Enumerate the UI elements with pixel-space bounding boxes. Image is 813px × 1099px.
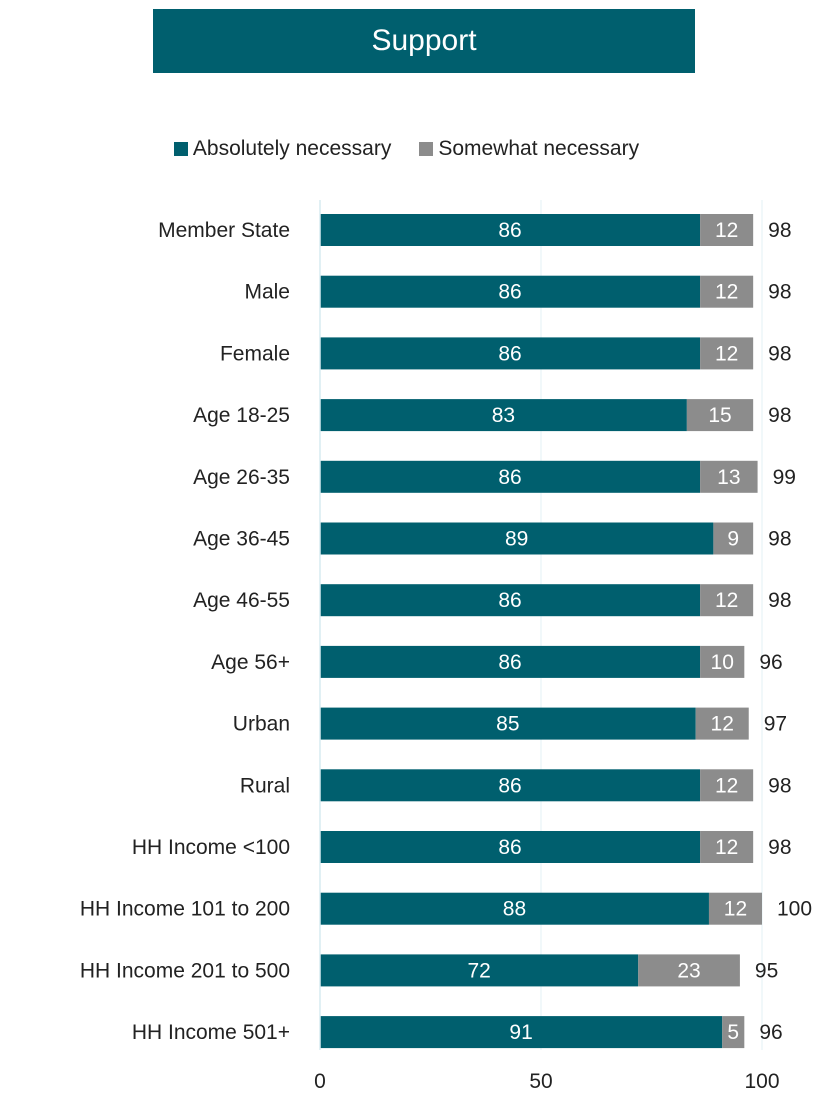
bar-somewhat-necessary — [708, 892, 762, 925]
bar-absolutely-necessary — [320, 645, 701, 678]
bar-somewhat-necessary — [700, 460, 758, 493]
legend-label-absolutely: Absolutely necessary — [192, 137, 392, 160]
bar-somewhat-necessary — [700, 769, 754, 802]
category-label: Male — [244, 281, 290, 304]
total-label: 98 — [768, 589, 791, 612]
data-label-somewhat: 5 — [727, 1021, 739, 1044]
bar-absolutely-necessary — [320, 831, 701, 863]
data-label-absolutely: 85 — [496, 713, 519, 736]
category-label: Age 26-35 — [193, 466, 290, 489]
legend-swatch-somewhat — [419, 142, 434, 156]
legend-item-absolutely: Absolutely necessary — [173, 137, 392, 161]
data-label-somewhat: 12 — [711, 713, 734, 736]
total-label: 98 — [768, 836, 791, 859]
total-label: 96 — [759, 1021, 782, 1044]
data-label-absolutely: 86 — [498, 281, 521, 304]
bar-absolutely-necessary — [320, 522, 714, 555]
bar-somewhat-necessary — [713, 522, 754, 555]
bar-absolutely-necessary — [320, 337, 701, 370]
data-label-absolutely: 86 — [498, 466, 521, 489]
legend-swatch-absolutely — [173, 142, 188, 156]
total-label: 98 — [768, 342, 791, 365]
category-label: Age 56+ — [211, 651, 290, 674]
bar-somewhat-necessary — [700, 645, 745, 678]
total-label: 98 — [768, 404, 791, 427]
data-label-absolutely: 88 — [503, 898, 526, 921]
total-label: 98 — [768, 528, 791, 551]
bar-absolutely-necessary — [320, 460, 701, 493]
data-label-absolutely: 86 — [498, 219, 521, 242]
total-label: 99 — [773, 466, 796, 489]
total-label: 98 — [768, 281, 791, 304]
category-label: Age 18-25 — [193, 404, 290, 427]
x-tick-label: 50 — [529, 1070, 552, 1093]
data-label-absolutely: 86 — [498, 589, 521, 612]
bar-somewhat-necessary — [638, 954, 740, 987]
total-label: 97 — [764, 713, 787, 736]
legend-item-somewhat: Somewhat necessary — [419, 137, 639, 161]
data-label-somewhat: 13 — [717, 466, 740, 489]
data-label-absolutely: 72 — [467, 959, 490, 982]
total-label: 98 — [768, 774, 791, 797]
bar-somewhat-necessary — [722, 1016, 745, 1049]
bar-absolutely-necessary — [320, 584, 701, 617]
chart-title-text: Support — [371, 24, 477, 57]
data-label-somewhat: 12 — [715, 836, 738, 859]
bar-absolutely-necessary — [320, 1016, 723, 1049]
data-label-somewhat: 10 — [711, 651, 734, 674]
data-label-somewhat: 12 — [715, 774, 738, 797]
bar-absolutely-necessary — [320, 769, 701, 802]
x-tick-label: 100 — [744, 1070, 779, 1093]
bar-absolutely-necessary — [320, 954, 639, 987]
category-label: HH Income <100 — [132, 836, 290, 859]
category-label: HH Income 501+ — [132, 1021, 290, 1044]
data-label-absolutely: 91 — [509, 1021, 532, 1044]
bar-somewhat-necessary — [700, 584, 754, 617]
bar-absolutely-necessary — [320, 707, 696, 740]
data-label-somewhat: 12 — [715, 219, 738, 242]
data-label-somewhat: 12 — [715, 342, 738, 365]
legend: Absolutely necessary Somewhat necessary — [0, 134, 813, 164]
bar-absolutely-necessary — [320, 892, 709, 925]
x-tick-label: 0 — [314, 1070, 326, 1093]
bar-somewhat-necessary — [686, 399, 754, 432]
total-label: 98 — [768, 219, 791, 242]
total-label: 95 — [755, 959, 778, 982]
data-label-somewhat: 15 — [708, 404, 731, 427]
category-label: HH Income 101 to 200 — [80, 898, 290, 921]
bar-somewhat-necessary — [700, 337, 754, 370]
bar-somewhat-necessary — [695, 707, 749, 740]
chart-title: Support — [153, 9, 695, 73]
data-label-somewhat: 12 — [724, 898, 747, 921]
data-label-somewhat: 9 — [727, 528, 739, 551]
data-label-absolutely: 86 — [498, 836, 521, 859]
category-label: Urban — [233, 713, 290, 736]
legend-label-somewhat: Somewhat necessary — [438, 137, 640, 160]
category-label: Age 46-55 — [193, 589, 290, 612]
data-label-absolutely: 89 — [505, 528, 528, 551]
bar-somewhat-necessary — [700, 831, 754, 863]
data-label-somewhat: 12 — [715, 281, 738, 304]
data-label-absolutely: 86 — [498, 651, 521, 674]
data-label-somewhat: 23 — [677, 959, 700, 982]
bar-somewhat-necessary — [700, 275, 754, 308]
bar-absolutely-necessary — [320, 214, 701, 246]
data-label-absolutely: 86 — [498, 774, 521, 797]
total-label: 100 — [777, 898, 812, 921]
total-label: 96 — [759, 651, 782, 674]
bar-absolutely-necessary — [320, 399, 687, 432]
category-label: HH Income 201 to 500 — [80, 959, 290, 982]
bar-somewhat-necessary — [700, 214, 754, 246]
data-label-somewhat: 12 — [715, 589, 738, 612]
bar-absolutely-necessary — [320, 275, 701, 308]
category-label: Member State — [158, 219, 290, 242]
category-label: Age 36-45 — [193, 528, 290, 551]
category-label: Female — [220, 342, 290, 365]
data-label-absolutely: 86 — [498, 342, 521, 365]
category-label: Rural — [240, 774, 290, 797]
data-label-absolutely: 83 — [492, 404, 515, 427]
